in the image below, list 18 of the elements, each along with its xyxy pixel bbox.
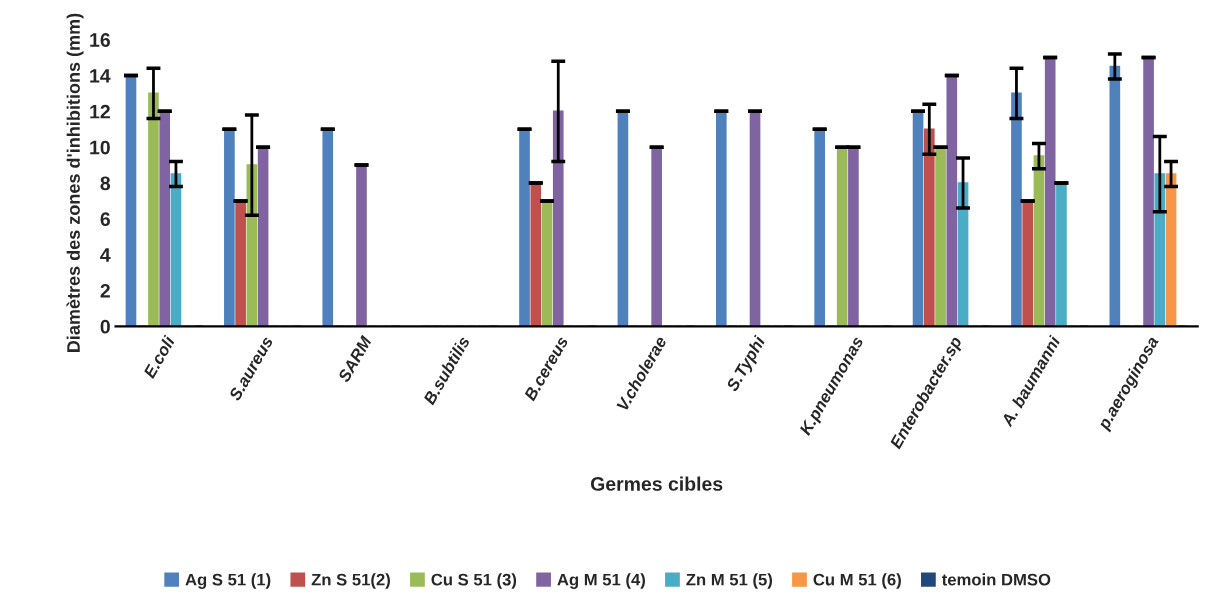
y-tick-label: 2 [100,283,110,298]
legend-label: Cu M 51 (6) [813,573,901,589]
legend-label: Zn M 51 (5) [686,573,773,589]
y-tick-label: 16 [90,33,110,47]
y-tick-label: 4 [100,248,111,262]
legend-label: Ag M 51 (4) [557,573,645,589]
legend-label: Zn S 51(2) [311,573,390,589]
y-tick-label: 12 [90,104,110,119]
y-axis-title: Diamètres des zones d'inhibitions (mm) [66,13,84,352]
y-tick-label: 6 [100,212,110,227]
legend-label: Ag S 51 (1) [185,573,271,589]
legend-label: temoin DMSO [941,573,1051,586]
y-tick-label: 14 [90,69,111,83]
y-tick-label: 0 [100,319,110,334]
legend-label: Cu S 51 (3) [431,573,517,589]
y-tick-label: 10 [90,140,110,155]
x-axis-title: Germes cibles [590,476,723,491]
y-tick-label: 8 [100,176,111,191]
